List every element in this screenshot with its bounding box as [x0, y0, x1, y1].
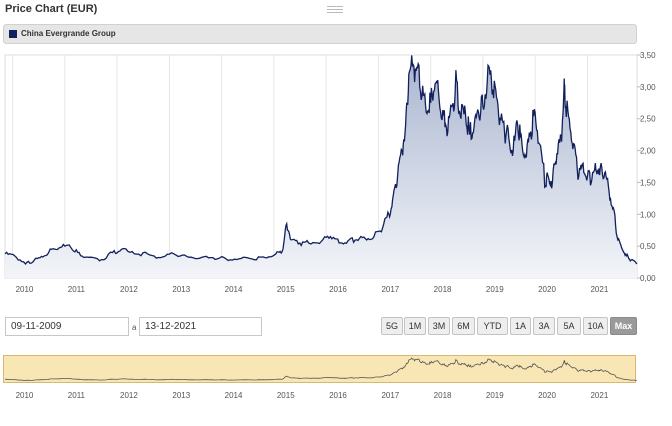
price-line	[4, 55, 638, 266]
x-tick-label: 2012	[120, 285, 138, 294]
x-axis: 2010 2011 2012 2013 2014 2015 2016 2017 2018 2019…	[16, 285, 609, 294]
range-button-5a[interactable]: 5A	[557, 317, 581, 335]
navigator-tick-label: 2016	[329, 391, 347, 400]
navigator-tick-label: 2017	[381, 391, 399, 400]
navigator[interactable]	[4, 357, 638, 381]
y-axis: 0,00 0,50 1,00 1,50 2,00 2,50 3,00 3,50	[637, 51, 656, 283]
navigator-tick-label: 2010	[16, 391, 34, 400]
y-tick-label: 3,50	[640, 51, 656, 60]
range-button-ytd[interactable]: YTD	[477, 317, 508, 335]
from-date-input[interactable]	[5, 317, 129, 336]
navigator-tick-label: 2021	[590, 391, 608, 400]
y-tick-label: 0,50	[640, 242, 656, 251]
range-button-3a[interactable]: 3A	[533, 317, 555, 335]
legend-swatch	[9, 30, 17, 38]
range-button-3m[interactable]: 3M	[428, 317, 450, 335]
navigator-tick-label: 2011	[68, 391, 86, 400]
x-tick-label: 2014	[225, 285, 243, 294]
navigator-line	[4, 357, 638, 381]
range-button-5g[interactable]: 5G	[381, 317, 403, 335]
legend-bar: China Evergrande Group	[3, 24, 637, 44]
drag-handle-icon[interactable]	[327, 6, 343, 13]
y-tick-label: 2,00	[640, 147, 656, 156]
range-button-1a[interactable]: 1A	[510, 317, 531, 335]
navigator-tick-label: 2015	[277, 391, 295, 400]
y-tick-label: 2,50	[640, 115, 656, 124]
y-tick-label: 0,00	[640, 274, 656, 283]
navigator-tick-label: 2019	[486, 391, 504, 400]
navigator-tick-label: 2020	[538, 391, 556, 400]
x-tick-label: 2020	[538, 285, 556, 294]
to-date-input[interactable]	[139, 317, 262, 336]
x-tick-label: 2016	[329, 285, 347, 294]
x-tick-label: 2013	[172, 285, 190, 294]
navigator-tick-label: 2018	[434, 391, 452, 400]
x-tick-label: 2019	[486, 285, 504, 294]
y-tick-label: 1,00	[640, 210, 656, 219]
navigator-tick-label: 2013	[172, 391, 190, 400]
navigator-tick-label: 2014	[225, 391, 243, 400]
date-separator: a	[132, 323, 137, 332]
y-tick-label: 1,50	[640, 178, 656, 187]
x-tick-label: 2015	[277, 285, 295, 294]
price-area	[5, 55, 637, 279]
navigator-tick-label: 2012	[120, 391, 138, 400]
x-tick-label: 2011	[68, 285, 86, 294]
legend-series-label[interactable]: China Evergrande Group	[21, 29, 116, 38]
x-tick-label: 2018	[434, 285, 452, 294]
range-button-10a[interactable]: 10A	[583, 317, 608, 335]
navigator-x-axis: 2010 2011 2012 2013 2014 2015 2016 2017 2018 2019…	[16, 391, 609, 400]
y-tick-label: 3,00	[640, 83, 656, 92]
chart-title: Price Chart (EUR)	[5, 3, 98, 15]
x-tick-label: 2021	[590, 285, 608, 294]
x-tick-label: 2010	[16, 285, 34, 294]
x-tick-label: 2017	[381, 285, 399, 294]
range-button-1m[interactable]: 1M	[404, 317, 426, 335]
range-button-max[interactable]: Max	[610, 317, 637, 335]
range-button-6m[interactable]: 6M	[452, 317, 475, 335]
